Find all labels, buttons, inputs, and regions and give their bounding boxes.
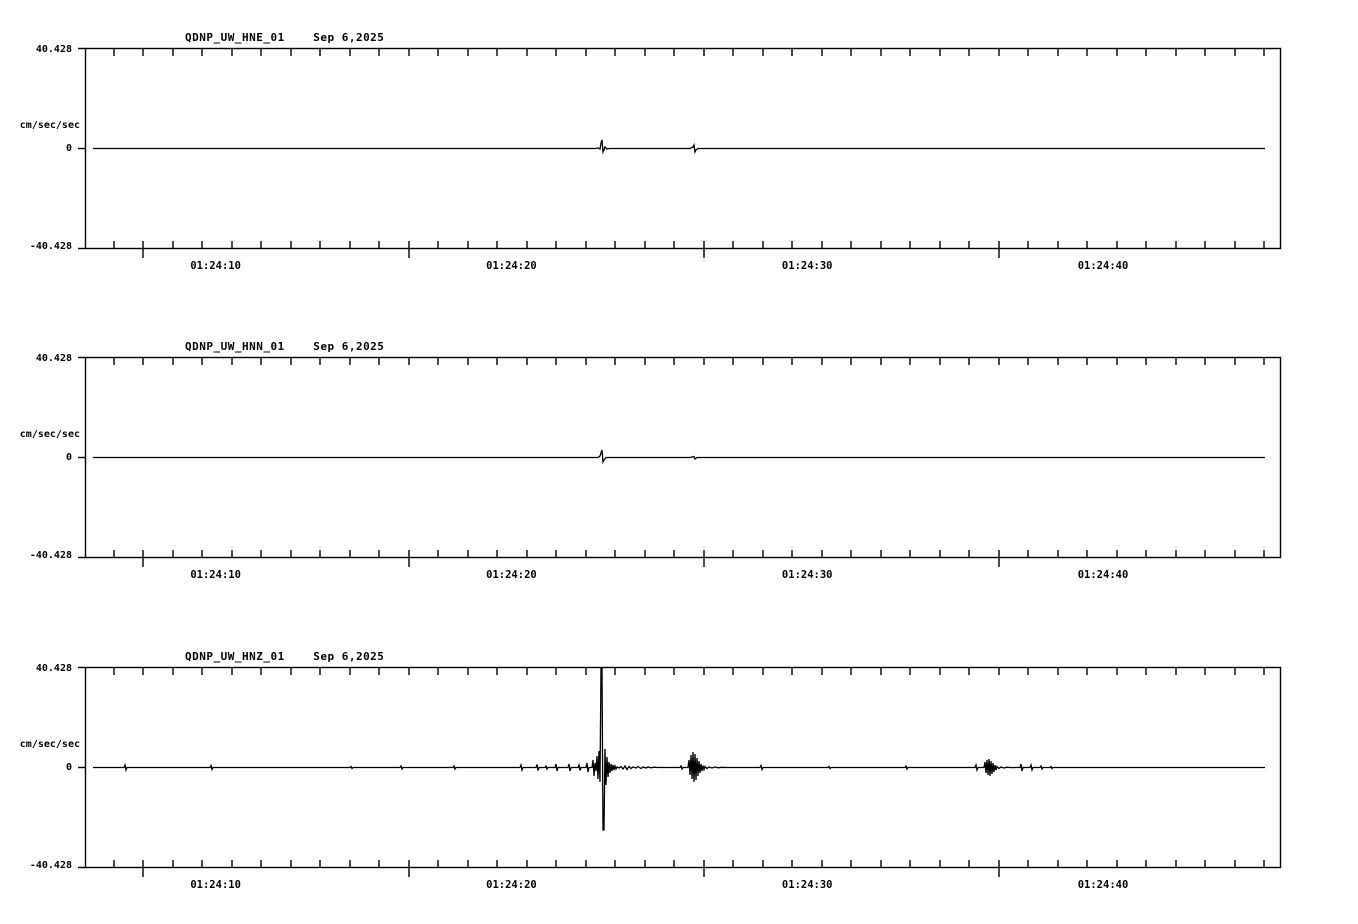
x-ticks-bottom-hnn: [113, 550, 1265, 567]
y-axis-max-label-hne: 40.428: [35, 44, 72, 55]
x-tick-label-panel-hne-2: 01:24:30: [781, 260, 833, 272]
x-tick-label-panel-hne-3: 01:24:40: [1077, 260, 1129, 272]
plot-area-hne: [78, 47, 1282, 258]
seismogram-panel-hnz: QDNP_UW_HNZ_01 Sep 6,2025 40.428 cm/sec/…: [0, 619, 1358, 924]
y-axis-units-hne: cm/sec/sec: [19, 120, 80, 131]
y-axis-max-label-hnz: 40.428: [35, 663, 72, 674]
y-axis-zero-label-hnn: 0: [65, 452, 72, 463]
y-axis-max-label-hnn: 40.428: [35, 353, 72, 364]
y-axis-min-label-hne: -40.428: [29, 241, 72, 252]
y-axis-zero-label-hnz: 0: [65, 762, 72, 773]
panel-title-hnn: QDNP_UW_HNN_01 Sep 6,2025: [185, 340, 385, 353]
waveform-trace-hne: [93, 139, 1265, 155]
x-tick-label-panel-hnz-2: 01:24:30: [781, 879, 833, 891]
x-tick-label-panel-hnn-1: 01:24:20: [486, 569, 537, 581]
y-axis-min-label-hnn: -40.428: [29, 550, 72, 561]
x-tick-label-panel-hnn-0: 01:24:10: [190, 569, 241, 581]
x-ticks-top-hnz: [113, 667, 1265, 675]
panel-title-hnz: QDNP_UW_HNZ_01 Sep 6,2025: [185, 650, 385, 663]
x-tick-label-panel-hnz-1: 01:24:20: [486, 879, 537, 891]
plot-area-hnz: [78, 666, 1282, 877]
waveform-trace-hnz: [93, 667, 1265, 831]
x-tick-label-panel-hne-0: 01:24:10: [190, 260, 241, 272]
x-tick-label-panel-hnz-0: 01:24:10: [190, 879, 241, 891]
x-ticks-top-hne: [113, 48, 1265, 56]
y-axis-units-hnz: cm/sec/sec: [19, 739, 80, 750]
waveform-trace-hnn: [93, 449, 1265, 465]
y-axis-zero-label-hne: 0: [65, 143, 72, 154]
x-tick-label-panel-hnn-2: 01:24:30: [781, 569, 833, 581]
plot-area-hnn: [78, 356, 1282, 567]
panel-title-hne: QDNP_UW_HNE_01 Sep 6,2025: [185, 31, 385, 44]
seismogram-panel-hne: QDNP_UW_HNE_01 Sep 6,2025 40.428 cm/sec/…: [0, 0, 1358, 310]
y-axis-min-label-hnz: -40.428: [29, 860, 72, 871]
x-tick-label-panel-hnn-3: 01:24:40: [1077, 569, 1129, 581]
x-ticks-top-hnn: [113, 357, 1265, 365]
x-tick-label-panel-hnz-3: 01:24:40: [1077, 879, 1129, 891]
x-tick-label-panel-hne-1: 01:24:20: [486, 260, 537, 272]
x-ticks-bottom-hne: [113, 241, 1265, 258]
x-ticks-bottom-hnz: [113, 860, 1265, 877]
seismogram-panel-hnn: QDNP_UW_HNN_01 Sep 6,2025 40.428 cm/sec/…: [0, 309, 1358, 619]
y-axis-units-hnn: cm/sec/sec: [19, 429, 80, 440]
